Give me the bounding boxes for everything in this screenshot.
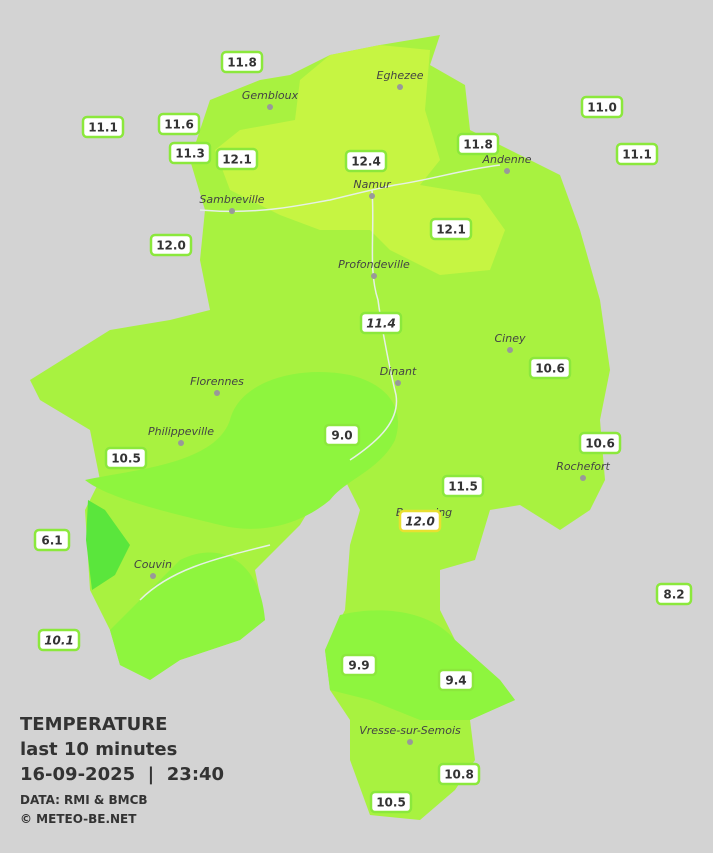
town-label: Rochefort: [556, 460, 610, 473]
town-label: Couvin: [134, 558, 172, 571]
station-box: [215, 147, 259, 171]
station-value: 10.5: [111, 452, 141, 466]
town-label: Florennes: [190, 375, 244, 388]
legend-credit: © METEO-BE.NET: [20, 812, 137, 826]
station-box: [359, 311, 403, 335]
station-box: [528, 356, 572, 380]
station-box: [340, 653, 378, 677]
station-box: [157, 112, 201, 136]
station-value: 12.0: [405, 515, 435, 529]
legend-period: last 10 minutes: [20, 739, 177, 760]
station-value: 9.4: [445, 674, 466, 688]
station-box: [149, 233, 193, 257]
station-box: [437, 762, 481, 786]
towns: Eghezee Gembloux Andenne Namur Sambreville Pr…: [134, 69, 610, 745]
town-dot: [369, 193, 375, 199]
station-value: 9.0: [331, 429, 352, 443]
station-value: 11.8: [227, 56, 257, 70]
town-label: Dinant: [380, 365, 417, 378]
station-box: [456, 132, 500, 156]
station-box: [580, 95, 624, 119]
station-value: 12.1: [222, 153, 252, 167]
station-value: 12.0: [156, 239, 186, 253]
river: [139, 164, 501, 601]
station-value: 11.1: [622, 148, 652, 162]
town-label: Sambreville: [199, 193, 264, 206]
station-value: 10.6: [535, 362, 565, 376]
station-value: 11.4: [366, 317, 396, 331]
town-dot: [214, 390, 220, 396]
town-label: Philippeville: [148, 425, 214, 438]
station-value: 10.5: [376, 796, 406, 810]
town-dot: [267, 104, 273, 110]
station-value: 11.1: [88, 121, 118, 135]
town-dot: [507, 347, 513, 353]
town-dot: [371, 273, 377, 279]
town-dot: [150, 573, 156, 579]
cool-zone: [110, 552, 265, 680]
legend-source: DATA: RMI & BMCB: [20, 793, 148, 807]
legend-timestamp: 16-09-2025 | 23:40: [20, 764, 224, 785]
town-dot: [229, 208, 235, 214]
cool-zone: [85, 372, 398, 529]
station-value: 12.4: [351, 155, 381, 169]
town-label: Eghezee: [377, 69, 424, 82]
town-dot: [397, 84, 403, 90]
town-label: Andenne: [482, 153, 532, 166]
station-box: [369, 790, 413, 814]
station-box: [429, 217, 473, 241]
cold-zone: [86, 500, 130, 590]
station-box: [33, 528, 71, 552]
station-value: 10.1: [44, 634, 74, 648]
station-box: [441, 474, 485, 498]
town-dot: [504, 168, 510, 174]
station-value: 12.1: [436, 223, 466, 237]
station-box: [437, 668, 475, 692]
town-label: Vresse-sur-Semois: [359, 724, 461, 737]
station-box: [578, 431, 622, 455]
station-box: [220, 50, 264, 74]
station-box: [323, 423, 361, 447]
station-value: 10.6: [585, 437, 615, 451]
station-box: [168, 141, 212, 165]
station-box: [398, 509, 442, 533]
station-value: 11.0: [587, 101, 617, 115]
station-box: [81, 115, 125, 139]
station-box: [37, 628, 81, 652]
station-box: [344, 149, 388, 173]
station-value: 9.9: [348, 659, 369, 673]
town-dot: [580, 475, 586, 481]
cool-zone: [325, 610, 515, 720]
town-label: Gembloux: [242, 89, 299, 102]
town-dot: [407, 739, 413, 745]
station-box: [615, 142, 659, 166]
town-dot: [178, 440, 184, 446]
town-label: Namur: [353, 178, 392, 191]
legend-title: TEMPERATURE: [20, 714, 167, 735]
station-value: 8.2: [663, 588, 684, 602]
station-value: 11.3: [175, 147, 205, 161]
town-label: Ciney: [495, 332, 526, 345]
station-value: 11.6: [164, 118, 194, 132]
town-label: Profondeville: [338, 258, 410, 271]
station-value: 6.1: [41, 534, 62, 548]
stations: 11.8 11.1 11.6 11.3 12.1 12.4 11.8 11.0 11.1 12.1…: [33, 50, 693, 814]
station-value: 11.5: [448, 480, 478, 494]
station-box: [104, 446, 148, 470]
station-value: 10.8: [444, 768, 474, 782]
station-value: 11.8: [463, 138, 493, 152]
station-box: [655, 582, 693, 606]
town-dot: [395, 380, 401, 386]
